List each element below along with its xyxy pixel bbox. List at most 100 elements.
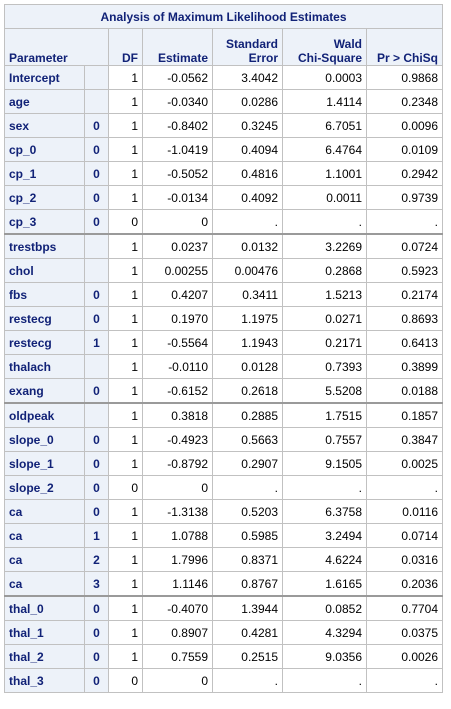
cell-p-value: 0.0375 — [365, 620, 444, 645]
cell-estimate: -1.3138 — [142, 499, 213, 524]
cell-standard-error: 0.4094 — [212, 137, 283, 162]
cell-p-value: 0.2348 — [365, 89, 444, 114]
cell-df: 1 — [108, 306, 143, 331]
cell-level: 0 — [84, 668, 109, 693]
cell-level: 1 — [84, 330, 109, 355]
table-row: restecg 0 1 0.1970 1.1975 0.0271 0.8693 — [4, 306, 444, 331]
cell-level: 0 — [84, 595, 109, 621]
cell-estimate: 0.00255 — [142, 258, 213, 283]
cell-level: 0 — [84, 185, 109, 210]
table-row: sex 0 1 -0.8402 0.3245 6.7051 0.0096 — [4, 113, 444, 138]
cell-estimate: 0.4207 — [142, 282, 213, 307]
cell-wald-chi-square: 1.6165 — [282, 571, 367, 597]
table-row: Intercept 1 -0.0562 3.4042 0.0003 0.9868 — [4, 65, 444, 90]
cell-level: 0 — [84, 282, 109, 307]
cell-estimate: -1.0419 — [142, 137, 213, 162]
cell-standard-error: 0.2618 — [212, 378, 283, 404]
cell-estimate: -0.0340 — [142, 89, 213, 114]
cell-p-value: 0.0026 — [365, 644, 444, 669]
cell-standard-error: . — [212, 475, 283, 500]
cell-df: 0 — [108, 668, 143, 693]
cell-df: 1 — [108, 644, 143, 669]
cell-wald-chi-square: 0.0271 — [282, 306, 367, 331]
cell-estimate: 0.8907 — [142, 620, 213, 645]
cell-wald-chi-square: 3.2269 — [282, 233, 367, 259]
cell-estimate: 0.7559 — [142, 644, 213, 669]
table-row: restecg 1 1 -0.5564 1.1943 0.2171 0.6413 — [4, 330, 444, 355]
cell-wald-chi-square: . — [282, 209, 367, 235]
cell-wald-chi-square: . — [282, 668, 367, 693]
cell-df: 1 — [108, 185, 143, 210]
table-row: thal_3 0 0 0... — [4, 668, 444, 693]
cell-estimate: 1.0788 — [142, 523, 213, 548]
cell-level: 3 — [84, 571, 109, 597]
table-row: thal_1 0 1 0.8907 0.4281 4.3294 0.0375 — [4, 620, 444, 645]
cell-estimate: -0.8792 — [142, 451, 213, 476]
cell-standard-error: 0.0132 — [212, 233, 283, 259]
cell-parameter: slope_0 — [4, 427, 85, 452]
cell-standard-error: 0.0128 — [212, 354, 283, 379]
cell-parameter: thal_0 — [4, 595, 85, 621]
cell-parameter: thal_3 — [4, 668, 85, 693]
cell-level — [84, 402, 109, 428]
cell-standard-error: 0.2907 — [212, 451, 283, 476]
cell-standard-error: 0.8371 — [212, 547, 283, 572]
cell-p-value: 0.2036 — [365, 571, 444, 597]
table-row: ca 0 1 -1.3138 0.5203 6.3758 0.0116 — [4, 499, 444, 524]
cell-standard-error: 1.1943 — [212, 330, 283, 355]
cell-p-value: 0.5923 — [365, 258, 444, 283]
cell-p-value: 0.8693 — [365, 306, 444, 331]
table-row: cp_0 0 1 -1.0419 0.4094 6.4764 0.0109 — [4, 137, 444, 162]
cell-df: 1 — [108, 595, 143, 621]
cell-p-value: 0.0116 — [365, 499, 444, 524]
mle-estimates-table: Analysis of Maximum Likelihood Estimates… — [3, 4, 444, 693]
cell-p-value: . — [365, 209, 444, 235]
col-header-p-value: Pr > ChiSq — [365, 28, 444, 66]
table-row: cp_1 0 1 -0.5052 0.4816 1.1001 0.2942 — [4, 161, 444, 186]
col-header-wald-chi-square: Wald Chi-Square — [282, 28, 367, 66]
cell-parameter: age — [4, 89, 85, 114]
cell-estimate: -0.8402 — [142, 113, 213, 138]
cell-estimate: 0.1970 — [142, 306, 213, 331]
table-row: fbs 0 1 0.4207 0.3411 1.5213 0.2174 — [4, 282, 444, 307]
cell-p-value: . — [365, 668, 444, 693]
cell-df: 1 — [108, 427, 143, 452]
cell-parameter: cp_0 — [4, 137, 85, 162]
cell-df: 1 — [108, 161, 143, 186]
cell-parameter: slope_1 — [4, 451, 85, 476]
cell-wald-chi-square: 6.4764 — [282, 137, 367, 162]
cell-wald-chi-square: 6.7051 — [282, 113, 367, 138]
cell-estimate: 0 — [142, 475, 213, 500]
cell-parameter: ca — [4, 523, 85, 548]
table-row: slope_2 0 0 0... — [4, 475, 444, 500]
cell-df: 1 — [108, 620, 143, 645]
cell-df: 1 — [108, 402, 143, 428]
cell-wald-chi-square: 9.1505 — [282, 451, 367, 476]
cell-df: 1 — [108, 65, 143, 90]
cell-df: 1 — [108, 451, 143, 476]
cell-parameter: chol — [4, 258, 85, 283]
cell-level: 0 — [84, 161, 109, 186]
cell-level: 0 — [84, 620, 109, 645]
table-body: Intercept 1 -0.0562 3.4042 0.0003 0.9868 age 1-… — [4, 65, 444, 693]
cell-parameter: Intercept — [4, 65, 85, 90]
cell-wald-chi-square: 1.7515 — [282, 402, 367, 428]
cell-parameter: thalach — [4, 354, 85, 379]
cell-parameter: ca — [4, 571, 85, 597]
cell-wald-chi-square: 0.2171 — [282, 330, 367, 355]
cell-p-value: 0.2174 — [365, 282, 444, 307]
cell-level — [84, 258, 109, 283]
table-row: cp_3 0 0 0... — [4, 209, 444, 235]
cell-p-value: . — [365, 475, 444, 500]
cell-wald-chi-square: 5.5208 — [282, 378, 367, 404]
cell-standard-error: 0.0286 — [212, 89, 283, 114]
cell-level: 0 — [84, 378, 109, 404]
cell-df: 1 — [108, 113, 143, 138]
cell-p-value: 0.3847 — [365, 427, 444, 452]
cell-wald-chi-square: 4.6224 — [282, 547, 367, 572]
cell-standard-error: 0.4092 — [212, 185, 283, 210]
cell-p-value: 0.0096 — [365, 113, 444, 138]
cell-wald-chi-square: 0.2868 — [282, 258, 367, 283]
cell-level: 0 — [84, 499, 109, 524]
cell-parameter: sex — [4, 113, 85, 138]
